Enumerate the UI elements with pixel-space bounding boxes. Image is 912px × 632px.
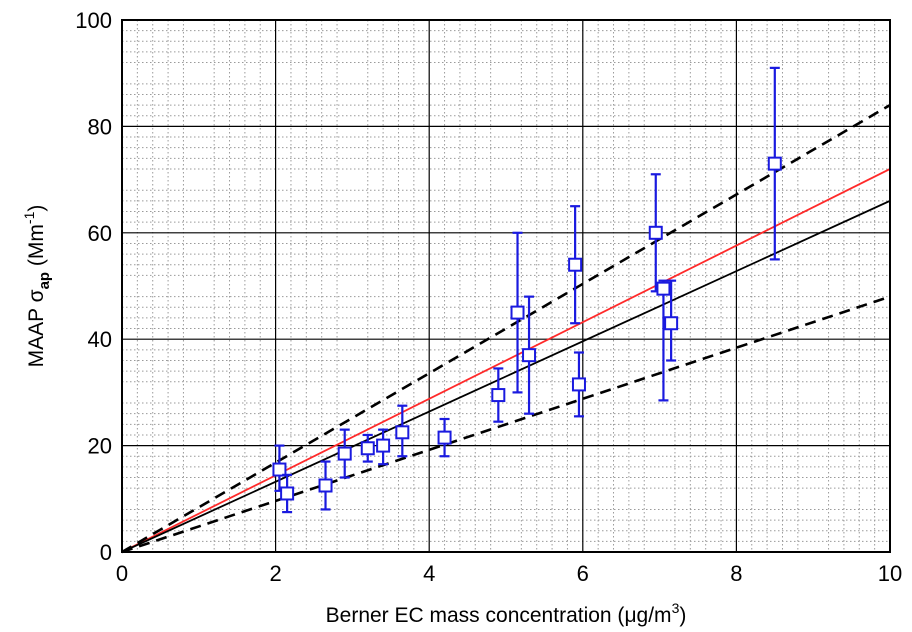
x-tick-label: 6	[577, 561, 589, 586]
data-point	[360, 433, 375, 463]
reference-line	[121, 200, 891, 553]
point-marker	[491, 388, 506, 403]
data-point	[571, 351, 586, 418]
y-tick-label: 0	[100, 540, 112, 565]
data-point	[767, 66, 782, 261]
x-tick-label: 10	[878, 561, 902, 586]
point-marker	[571, 377, 586, 392]
data-point	[318, 460, 333, 511]
point-marker	[510, 305, 525, 320]
upper-bound-line	[121, 103, 891, 554]
data-point	[522, 295, 537, 415]
point-marker	[437, 430, 452, 445]
plot-frame	[121, 19, 891, 553]
x-tick-label: 8	[730, 561, 742, 586]
point-marker	[767, 156, 782, 171]
data-point	[664, 279, 679, 362]
data-point	[568, 205, 583, 325]
data-point	[656, 279, 671, 402]
data-point	[437, 417, 452, 458]
point-marker	[360, 441, 375, 456]
point-marker	[664, 316, 679, 331]
point-marker	[337, 446, 352, 461]
data-point	[280, 473, 295, 514]
data-point	[272, 444, 287, 492]
data-point	[337, 428, 352, 479]
data-point	[491, 367, 506, 423]
reference-lines	[121, 103, 891, 554]
data-points	[272, 66, 782, 514]
point-marker	[395, 425, 410, 440]
fit-line	[121, 168, 891, 553]
y-tick-label: 80	[88, 114, 112, 139]
point-marker	[272, 462, 287, 477]
point-marker	[648, 225, 663, 240]
data-point	[510, 231, 525, 394]
data-point	[395, 404, 410, 458]
x-tick-label: 0	[116, 561, 128, 586]
point-marker	[376, 438, 391, 453]
x-axis-label: Berner EC mass concentration (μg/m3)	[326, 600, 687, 627]
point-marker	[318, 478, 333, 493]
y-tick-label: 40	[88, 327, 112, 352]
x-tick-label: 2	[269, 561, 281, 586]
y-axis-label: MAAP σap (Mm-1)	[21, 205, 53, 368]
data-point	[648, 173, 663, 293]
point-marker	[280, 486, 295, 501]
point-marker	[568, 257, 583, 272]
data-point	[376, 428, 391, 466]
y-tick-label: 20	[88, 434, 112, 459]
y-tick-label: 100	[75, 8, 112, 33]
point-marker	[522, 348, 537, 363]
x-tick-label: 4	[423, 561, 435, 586]
y-tick-label: 60	[88, 221, 112, 246]
lower-bound-line	[121, 295, 891, 554]
point-marker	[656, 281, 671, 296]
